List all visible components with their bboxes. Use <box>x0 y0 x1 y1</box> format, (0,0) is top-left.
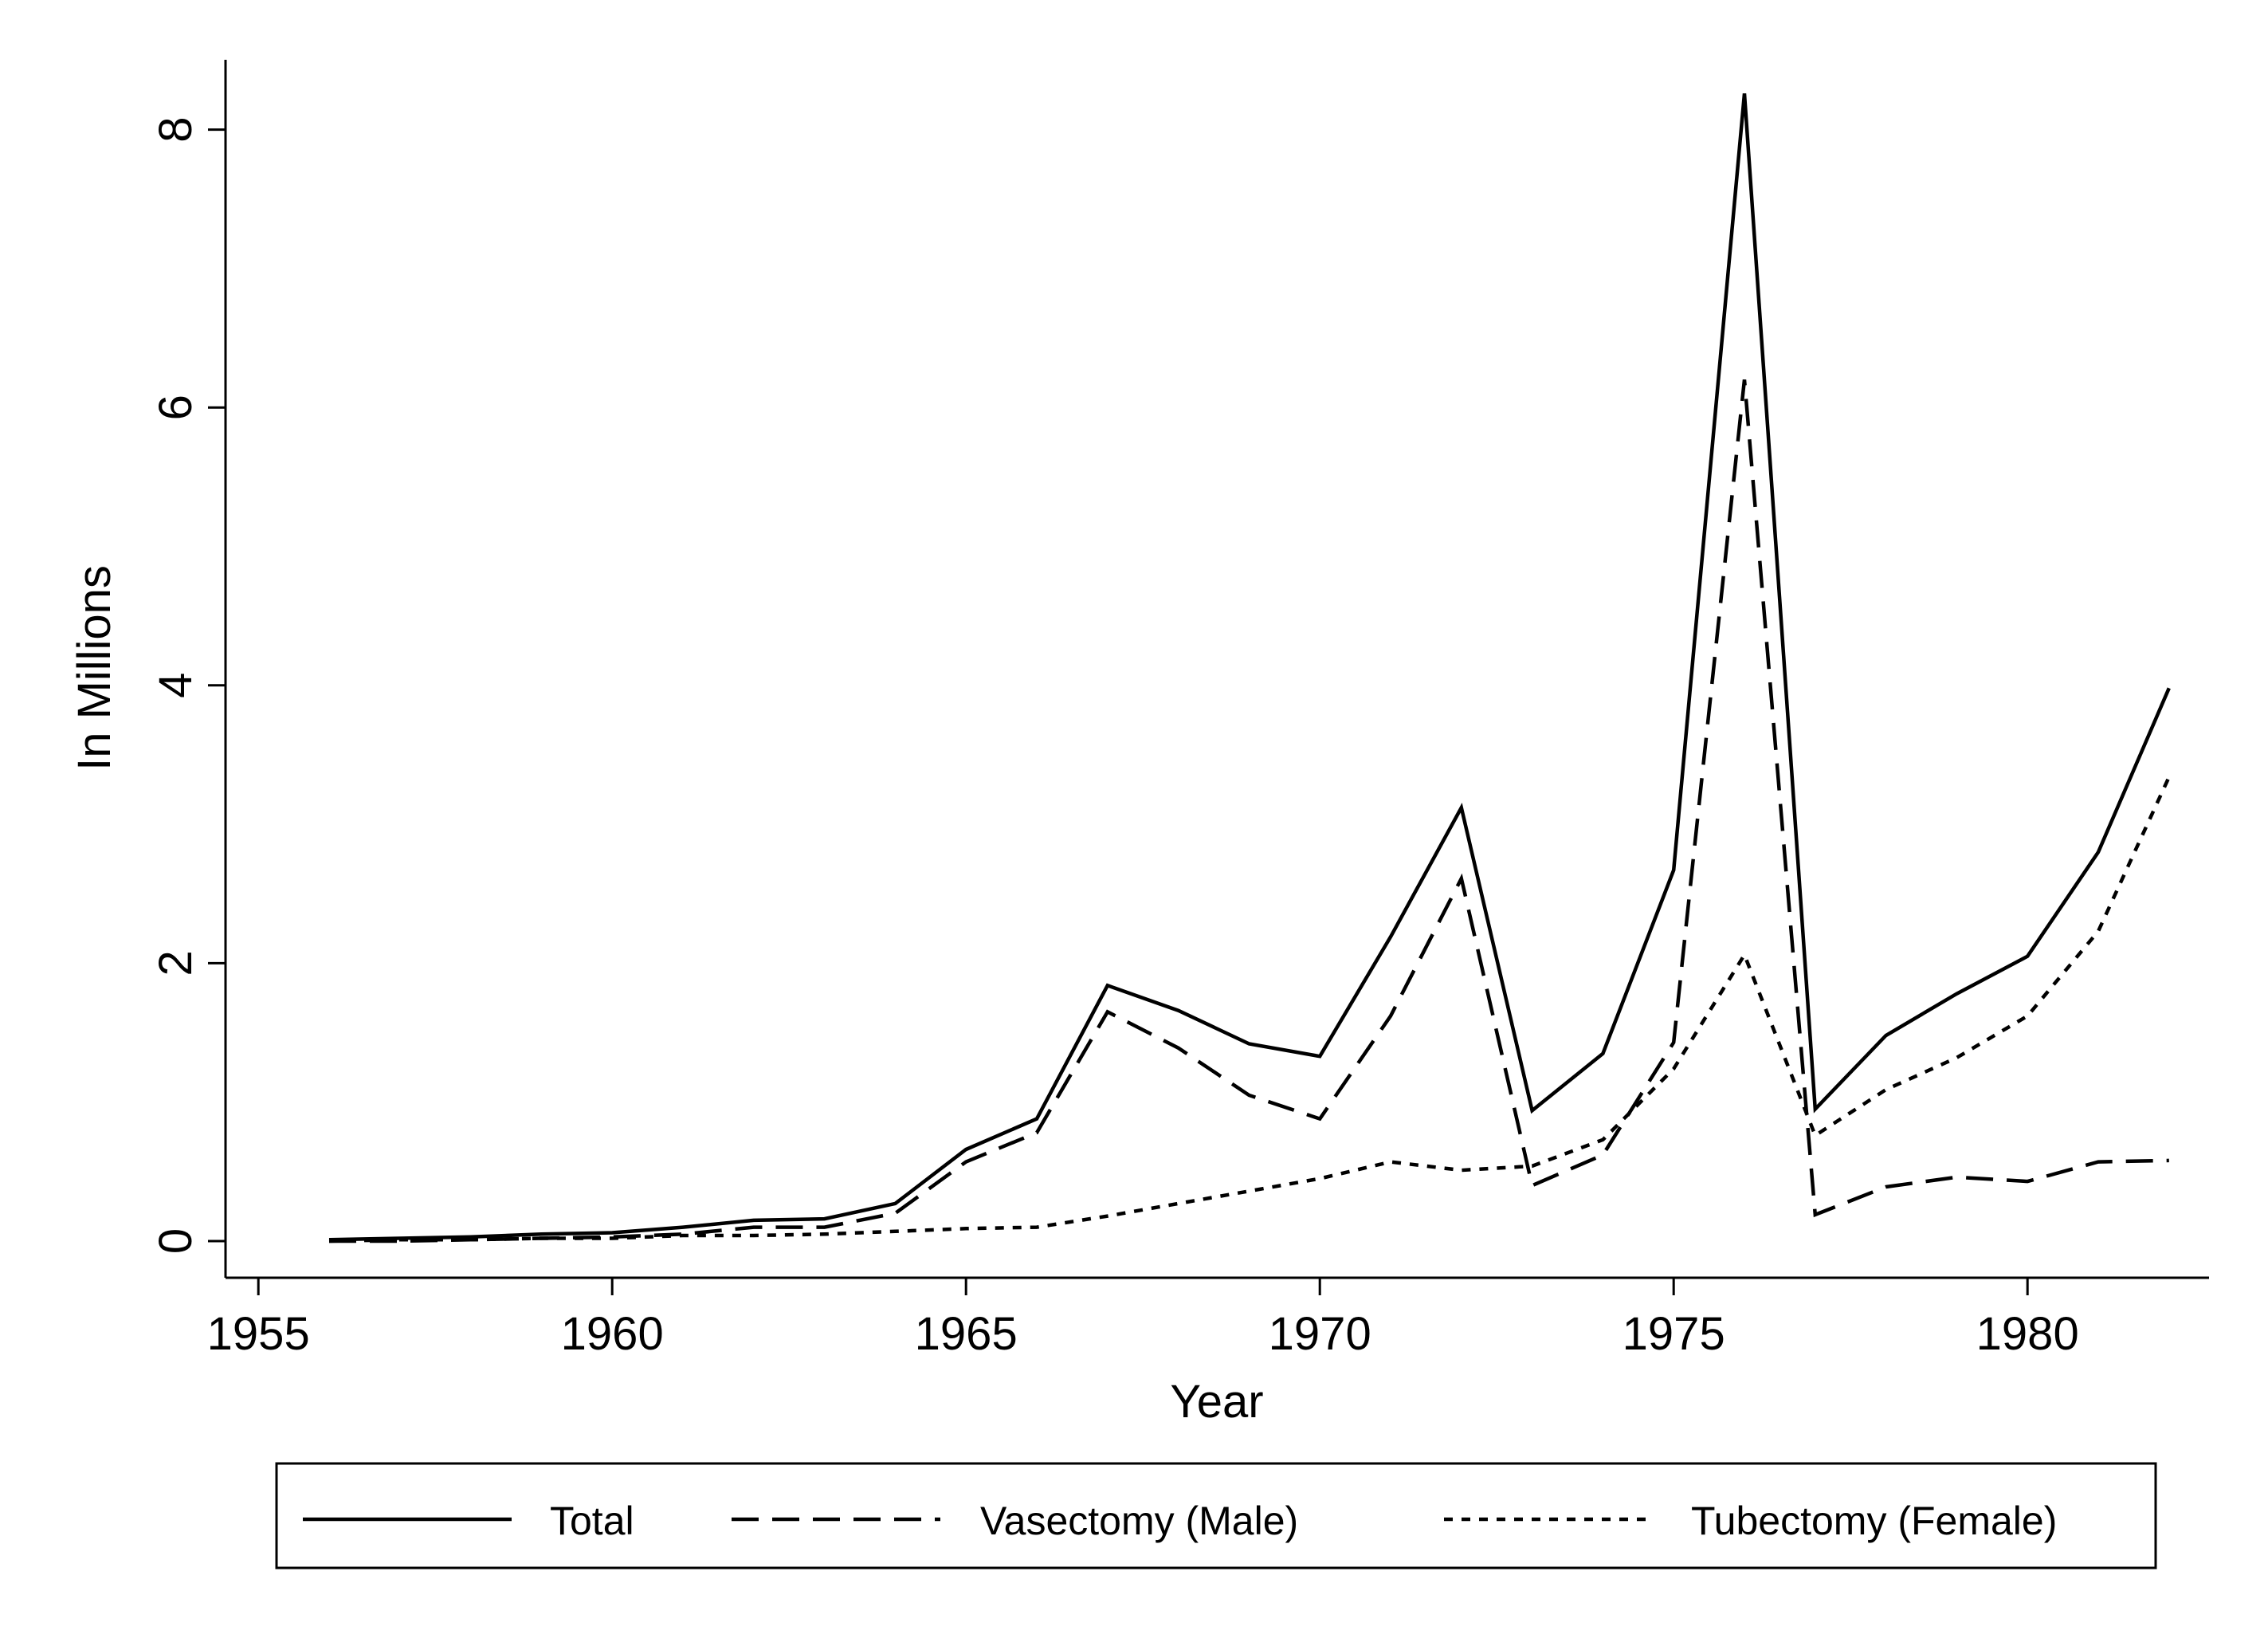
x-tick-label: 1970 <box>1269 1308 1371 1360</box>
y-tick-label: 4 <box>150 673 202 698</box>
series-line-1 <box>328 93 2171 1242</box>
y-axis-label: In Millions <box>69 565 120 771</box>
legend-label-2: Vasectomy (Male) <box>980 1499 1298 1543</box>
legend-label-3: Tubectomy (Female) <box>1691 1499 2057 1543</box>
x-tick-label: 1980 <box>1976 1308 2079 1360</box>
x-tick-label: 1975 <box>1623 1308 1725 1360</box>
legend-items: Total Vasectomy (Male) Tubectomy (Female) <box>303 1499 2057 1543</box>
legend-box <box>275 1462 2157 1569</box>
y-tick-label: 2 <box>150 950 202 976</box>
x-tick-label: 1955 <box>207 1308 310 1360</box>
y-tick-label: 8 <box>150 116 202 142</box>
legend-label-1: Total <box>550 1499 634 1543</box>
x-tick-label: 1960 <box>561 1308 664 1360</box>
x-axis-label: Year <box>1170 1376 1263 1428</box>
y-tick-label: 0 <box>150 1228 202 1254</box>
legend: Total Vasectomy (Male) Tubectomy (Female) <box>275 1462 2157 1569</box>
series-line-3 <box>328 776 2171 1243</box>
series-layer <box>328 93 2171 1243</box>
x-tick-label: 1965 <box>915 1308 1018 1360</box>
y-tick-label: 6 <box>150 395 202 420</box>
axes-layer: 0 2 4 6 8 1955 1960 1965 1970 1975 1980 <box>150 60 2209 1360</box>
